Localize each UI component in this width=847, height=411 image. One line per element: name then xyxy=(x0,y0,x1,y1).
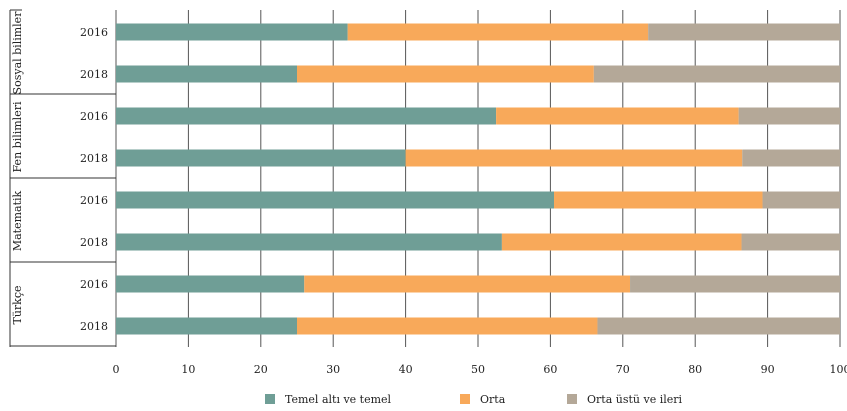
bar-segment-temel-altı-ve-temel xyxy=(116,65,297,83)
bar-segment-orta xyxy=(496,107,739,125)
x-tick-label: 0 xyxy=(113,363,120,376)
bar-segment-temel-altı-ve-temel xyxy=(116,23,348,41)
legend-label: Temel altı ve temel xyxy=(285,393,392,406)
bar-segment-orta xyxy=(297,65,594,83)
x-tick-label: 20 xyxy=(254,363,268,376)
bars xyxy=(116,23,840,335)
bar-segment-temel-altı-ve-temel xyxy=(116,107,497,125)
year-label: 2018 xyxy=(80,68,108,81)
bar-segment-orta xyxy=(405,149,743,167)
bar-segment-temel-altı-ve-temel xyxy=(116,149,406,167)
x-tick-label: 70 xyxy=(616,363,630,376)
year-label: 2016 xyxy=(80,26,108,39)
bar-segment-orta-üstü-ve-ileri xyxy=(593,65,840,83)
legend-swatch xyxy=(265,394,275,404)
x-tick-label: 100 xyxy=(830,363,847,376)
legend-swatch xyxy=(567,394,577,404)
legend-label: Orta üstü ve ileri xyxy=(587,393,683,406)
x-axis: 0 10 20 30 40 50 60 70 80 90 100 xyxy=(113,363,847,376)
category-labels: 2016 2018 Sosyal bilimler 2016 2018 Fen bilim… xyxy=(9,9,116,347)
group-label: Türkçe xyxy=(11,285,24,324)
x-tick-label: 40 xyxy=(399,363,413,376)
bar-segment-temel-altı-ve-temel xyxy=(116,317,297,335)
bar-segment-orta xyxy=(347,23,649,41)
year-label: 2018 xyxy=(80,236,108,249)
x-tick-label: 80 xyxy=(688,363,702,376)
bar-segment-orta-üstü-ve-ileri xyxy=(630,275,840,293)
x-tick-label: 90 xyxy=(761,363,775,376)
bar-segment-temel-altı-ve-temel xyxy=(116,191,555,209)
legend-label: Orta xyxy=(480,393,506,406)
bar-segment-orta-üstü-ve-ileri xyxy=(762,191,840,209)
bar-segment-orta-üstü-ve-ileri xyxy=(597,317,840,335)
x-tick-label: 60 xyxy=(543,363,557,376)
legend-swatch xyxy=(460,394,470,404)
x-tick-label: 10 xyxy=(181,363,195,376)
legend: Temel altı ve temel Orta Orta üstü ve iler… xyxy=(265,393,683,406)
bar-segment-temel-altı-ve-temel xyxy=(116,233,502,251)
year-label: 2016 xyxy=(80,110,108,123)
bar-segment-orta-üstü-ve-ileri xyxy=(741,233,840,251)
bar-segment-orta xyxy=(554,191,763,209)
bar-segment-orta xyxy=(297,317,598,335)
grid-lines xyxy=(115,10,841,347)
x-tick-label: 50 xyxy=(471,363,485,376)
year-label: 2018 xyxy=(80,152,108,165)
bar-segment-orta-üstü-ve-ileri xyxy=(648,23,840,41)
group-label: Matematik xyxy=(11,191,24,252)
bar-segment-orta xyxy=(304,275,631,293)
group-label: Fen bilimleri xyxy=(11,101,24,172)
bar-segment-orta-üstü-ve-ileri xyxy=(742,149,840,167)
year-label: 2018 xyxy=(80,320,108,333)
year-label: 2016 xyxy=(80,194,108,207)
bar-segment-orta xyxy=(501,233,742,251)
x-tick-label: 30 xyxy=(326,363,340,376)
bar-segment-orta-üstü-ve-ileri xyxy=(738,107,840,125)
bar-segment-temel-altı-ve-temel xyxy=(116,275,305,293)
year-label: 2016 xyxy=(80,278,108,291)
group-label: Sosyal bilimler xyxy=(11,11,24,95)
